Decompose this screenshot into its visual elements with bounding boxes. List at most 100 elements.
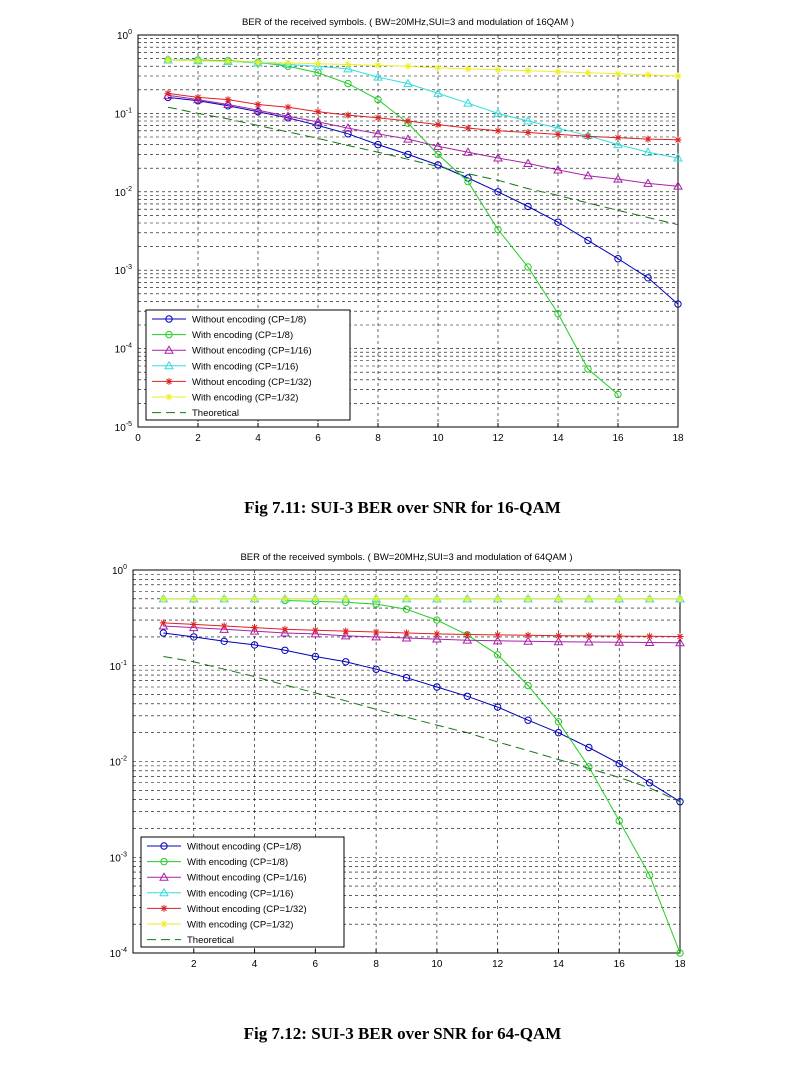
data-point <box>164 89 172 97</box>
data-point <box>224 96 232 104</box>
data-point <box>675 637 685 647</box>
legend-label: Without encoding (CP=1/32) <box>192 377 312 388</box>
data-point <box>613 139 623 149</box>
data-point <box>583 636 594 646</box>
chart-64qam: BER of the received symbols. ( BW=20MHz,… <box>110 552 686 970</box>
data-point <box>585 632 593 640</box>
data-point <box>403 595 410 603</box>
x-tick-label: 8 <box>373 959 379 970</box>
data-point <box>463 595 471 603</box>
data-point <box>614 255 622 263</box>
y-tick-label: 10-1 <box>110 660 127 673</box>
data-point <box>254 58 262 66</box>
data-point <box>614 70 622 78</box>
data-point <box>644 637 655 646</box>
x-tick-label: 6 <box>313 959 319 970</box>
series-line <box>163 625 681 644</box>
series-line <box>163 656 681 803</box>
data-point <box>373 128 383 138</box>
data-point <box>554 632 562 640</box>
y-tick-label: 10-3 <box>115 264 132 277</box>
data-point <box>553 636 564 646</box>
data-point <box>554 218 562 226</box>
legend-label: With encoding (CP=1/16) <box>192 361 298 372</box>
data-point <box>372 665 380 673</box>
data-point <box>311 626 319 634</box>
y-tick-label: 100 <box>117 29 132 42</box>
legend-label: With encoding (CP=1/32) <box>187 920 293 931</box>
legend-label: With encoding (CP=1/8) <box>192 330 293 341</box>
figure-caption-16qam: Fig 7.11: SUI-3 BER over SNR for 16-QAM <box>244 498 561 517</box>
y-tick-label: 100 <box>112 564 127 577</box>
legend-label: Without encoding (CP=1/16) <box>187 873 307 884</box>
data-point <box>194 93 202 101</box>
data-point <box>614 390 622 399</box>
data-point <box>524 129 532 137</box>
data-point <box>251 624 259 632</box>
data-point <box>585 743 593 752</box>
data-point <box>674 72 682 80</box>
legend-label: Without encoding (CP=1/8) <box>192 315 306 326</box>
data-point <box>463 692 471 700</box>
data-point <box>374 114 382 122</box>
data-point <box>643 178 653 187</box>
data-point <box>344 61 352 69</box>
data-point <box>434 161 442 169</box>
data-point <box>314 108 322 116</box>
data-point <box>614 637 625 646</box>
data-point <box>433 141 443 150</box>
legend-label: Without encoding (CP=1/16) <box>192 346 312 357</box>
data-point <box>523 158 533 167</box>
figure-caption-64qam: Fig 7.12: SUI-3 BER over SNR for 64-QAM <box>243 1024 562 1043</box>
data-point <box>434 150 442 159</box>
data-point <box>524 681 532 690</box>
legend-marker <box>165 315 173 323</box>
data-point <box>676 633 684 641</box>
axes-box <box>132 569 681 954</box>
data-point <box>463 98 473 107</box>
legend-marker <box>164 360 174 370</box>
data-point <box>404 117 412 125</box>
legend: Without encoding (CP=1/8) With encoding (… <box>145 309 351 421</box>
legend-label: With encoding (CP=1/16) <box>187 888 293 899</box>
y-tick-label: 10-4 <box>115 343 132 356</box>
data-point <box>433 88 443 97</box>
data-point <box>524 595 532 603</box>
legend-marker <box>160 920 168 928</box>
data-point <box>494 631 502 639</box>
data-point <box>646 632 654 640</box>
data-point <box>313 116 323 126</box>
data-point <box>344 111 352 119</box>
data-point <box>464 124 472 132</box>
data-point <box>159 619 167 627</box>
legend-marker <box>165 393 173 401</box>
data-point <box>585 595 593 603</box>
data-point <box>615 632 623 640</box>
data-point <box>402 674 411 682</box>
data-point <box>524 202 532 211</box>
data-point <box>220 595 228 603</box>
legend-marker <box>160 904 168 912</box>
data-point <box>645 779 654 787</box>
data-point <box>494 127 502 135</box>
series-5 <box>164 56 682 80</box>
data-point <box>342 595 350 603</box>
data-point <box>554 718 563 726</box>
data-point <box>493 108 503 117</box>
series-line <box>163 622 681 637</box>
data-point <box>219 624 230 633</box>
data-point <box>374 61 382 69</box>
data-point <box>494 66 502 74</box>
data-point <box>554 68 562 76</box>
data-point <box>404 150 412 159</box>
data-point <box>493 651 502 659</box>
data-point <box>284 59 292 67</box>
series-6 <box>167 106 679 226</box>
data-point <box>164 56 172 64</box>
data-point <box>284 103 292 111</box>
data-point <box>344 130 352 138</box>
data-point <box>464 65 472 73</box>
chart-16qam: BER of the received symbols. ( BW=20MHz,… <box>115 17 684 444</box>
data-point <box>253 105 263 114</box>
x-tick-label: 16 <box>614 959 626 970</box>
